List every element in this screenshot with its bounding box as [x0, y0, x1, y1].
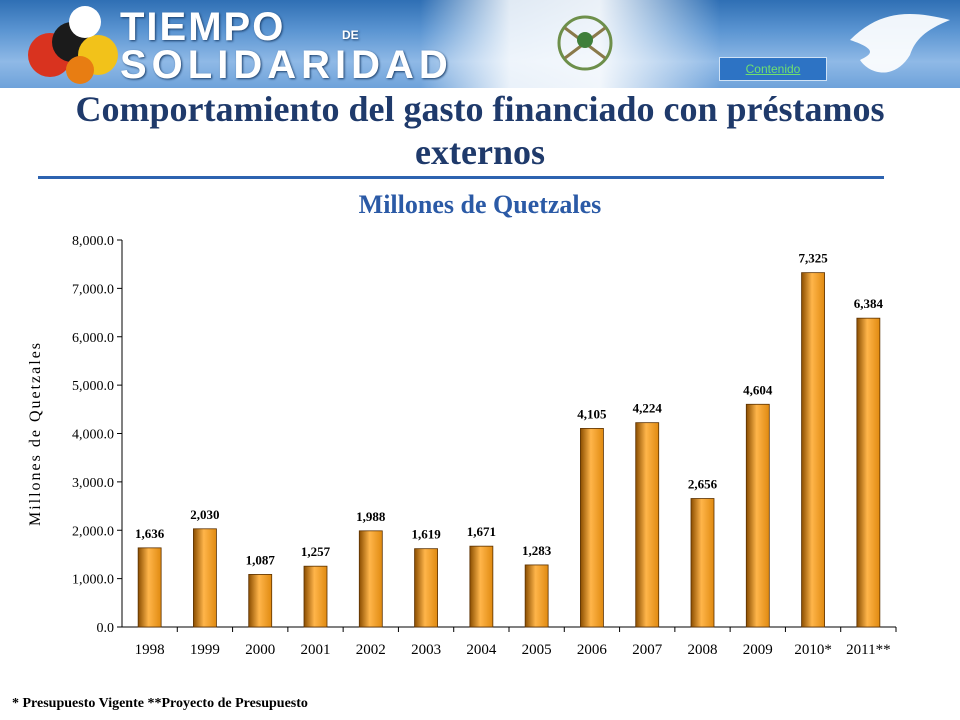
y-tick-label: 1,000.0 — [72, 573, 114, 588]
bar — [414, 548, 438, 628]
x-tick-label: 2001 — [301, 642, 331, 658]
y-tick-label: 3,000.0 — [72, 476, 114, 491]
bar — [524, 564, 549, 628]
hands-logo-icon — [28, 6, 118, 84]
footnote: * Presupuesto Vigente **Proyecto de Pres… — [12, 696, 308, 711]
y-tick-label: 6,000.0 — [72, 331, 114, 346]
bar — [193, 528, 217, 628]
title-underline — [38, 176, 884, 179]
data-label: 4,105 — [577, 406, 607, 421]
bar — [856, 317, 881, 628]
bar — [303, 565, 328, 628]
data-label: 2,030 — [190, 507, 219, 522]
bar — [137, 547, 162, 628]
bar — [248, 574, 273, 628]
y-tick-label: 2,000.0 — [72, 524, 114, 539]
x-tick-label: 2007 — [632, 642, 663, 658]
x-tick-label: 2010* — [794, 642, 832, 658]
dove-icon — [850, 14, 950, 73]
bar — [635, 422, 660, 628]
x-tick-label: 2003 — [411, 642, 441, 658]
x-tick-label: 2006 — [577, 642, 608, 658]
logo-wordmark: TIEMPO SOLIDARIDAD DE — [120, 5, 453, 87]
data-label: 4,604 — [743, 382, 773, 397]
data-label: 1,988 — [356, 509, 386, 524]
contenido-link[interactable]: Contenido — [719, 57, 827, 81]
bar — [580, 428, 604, 628]
y-tick-label: 5,000.0 — [72, 379, 114, 394]
x-tick-label: 1999 — [190, 642, 220, 658]
slide-title: Comportamiento del gasto financiado con … — [75, 89, 885, 172]
data-label: 1,283 — [522, 543, 552, 558]
bar — [469, 545, 494, 628]
y-axis-label: Millones de Quetzales — [27, 341, 44, 526]
y-tick-label: 7,000.0 — [72, 282, 114, 297]
x-tick-label: 2004 — [466, 642, 497, 658]
x-tick-label: 2002 — [356, 642, 386, 658]
data-label: 7,325 — [798, 251, 828, 266]
chart-subtitle: Millones de Quetzales — [358, 190, 602, 219]
logo-line1: TIEMPO — [120, 5, 286, 49]
data-label: 1,619 — [411, 527, 441, 542]
header-banner: TIEMPO SOLIDARIDAD DE Contenido — [0, 0, 960, 88]
bar — [690, 498, 715, 628]
data-label: 6,384 — [854, 296, 884, 311]
data-label: 1,257 — [301, 544, 331, 559]
y-tick-label: 8,000.0 — [72, 234, 114, 249]
data-label: 1,087 — [246, 552, 276, 567]
x-tick-label: 2008 — [688, 642, 718, 658]
logo-de: DE — [342, 28, 359, 42]
bar-chart: 0.0 1,000.0 2,000.0 3,000.0 4,000.0 5,000.0 6,… — [27, 234, 897, 658]
data-label: 1,636 — [135, 526, 165, 541]
data-label: 4,224 — [633, 401, 663, 416]
emblem-icon — [557, 15, 613, 71]
x-tick-label: 2009 — [743, 642, 773, 658]
data-label: 1,671 — [467, 524, 496, 539]
data-label: 2,656 — [688, 477, 718, 492]
x-tick-label: 2005 — [522, 642, 552, 658]
y-tick-label: 0.0 — [97, 621, 115, 636]
x-tick-label: 2011** — [846, 642, 890, 658]
bar — [358, 530, 383, 628]
flag-background — [420, 0, 720, 88]
bar — [801, 272, 825, 628]
bar — [745, 403, 770, 628]
y-tick-label: 4,000.0 — [72, 428, 114, 443]
logo-line2: SOLIDARIDAD — [120, 43, 453, 87]
x-tick-label: 1998 — [135, 642, 165, 658]
x-tick-label: 2000 — [245, 642, 275, 658]
